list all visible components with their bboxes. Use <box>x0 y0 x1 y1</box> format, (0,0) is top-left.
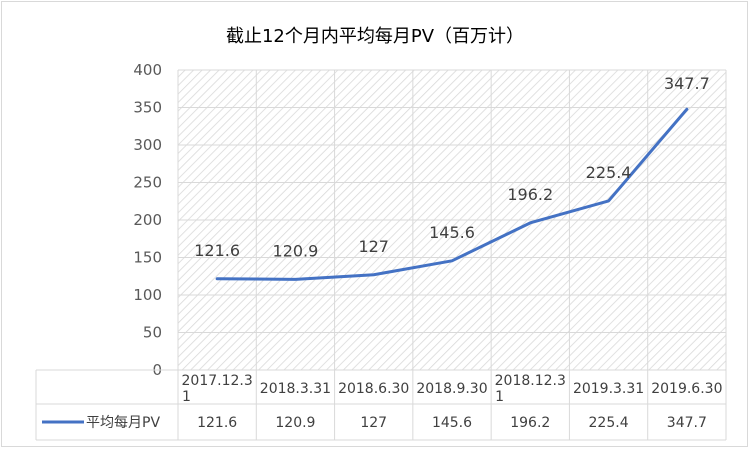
table-value-cell: 225.4 <box>589 415 629 431</box>
chart-title: 截止12个月内平均每月PV（百万计） <box>225 26 525 47</box>
data-labels: 121.6 120.9 127 145.6 196.2 225.4 347.7 <box>194 74 710 260</box>
data-label: 347.7 <box>664 74 710 93</box>
y-tick-label: 250 <box>133 174 162 192</box>
data-table: 2017.12.31 2018.3.31 2018.6.30 2018.9.30 201… <box>35 369 726 441</box>
y-tick-label: 200 <box>133 211 162 229</box>
table-value-cell: 121.6 <box>197 415 237 431</box>
category-label-wrap: 1 <box>495 389 504 405</box>
data-label: 120.9 <box>273 241 319 260</box>
category-label-wrap: 1 <box>182 389 191 405</box>
table-value-cell: 127 <box>360 415 387 431</box>
data-label: 121.6 <box>194 241 240 260</box>
category-label: 2018.3.31 <box>260 381 331 397</box>
data-label: 196.2 <box>507 185 553 204</box>
category-label: 2018.12.3 <box>495 373 566 389</box>
data-label: 127 <box>358 237 389 256</box>
category-label: 2019.6.30 <box>651 381 722 397</box>
table-value-cell: 196.2 <box>510 415 550 431</box>
table-value-cell: 145.6 <box>432 415 472 431</box>
y-tick-label: 350 <box>133 99 162 117</box>
data-label: 145.6 <box>429 223 475 242</box>
table-value-cell: 347.7 <box>667 415 707 431</box>
category-label: 2017.12.3 <box>182 373 253 389</box>
series-line <box>215 107 689 281</box>
data-label: 225.4 <box>586 163 632 182</box>
y-tick-label: 150 <box>133 249 162 267</box>
category-label: 2018.9.30 <box>416 381 487 397</box>
table-value-cell: 120.9 <box>275 415 315 431</box>
y-tick-label: 300 <box>133 136 162 154</box>
series-layer <box>215 107 689 281</box>
y-tick-label: 100 <box>133 286 162 304</box>
y-tick-label: 400 <box>133 61 162 79</box>
category-label: 2019.3.31 <box>573 381 644 397</box>
category-label: 2018.6.30 <box>338 381 409 397</box>
gridlines <box>177 69 727 440</box>
legend-series-name: 平均每月PV <box>86 415 160 431</box>
y-tick-label: 50 <box>143 324 162 342</box>
